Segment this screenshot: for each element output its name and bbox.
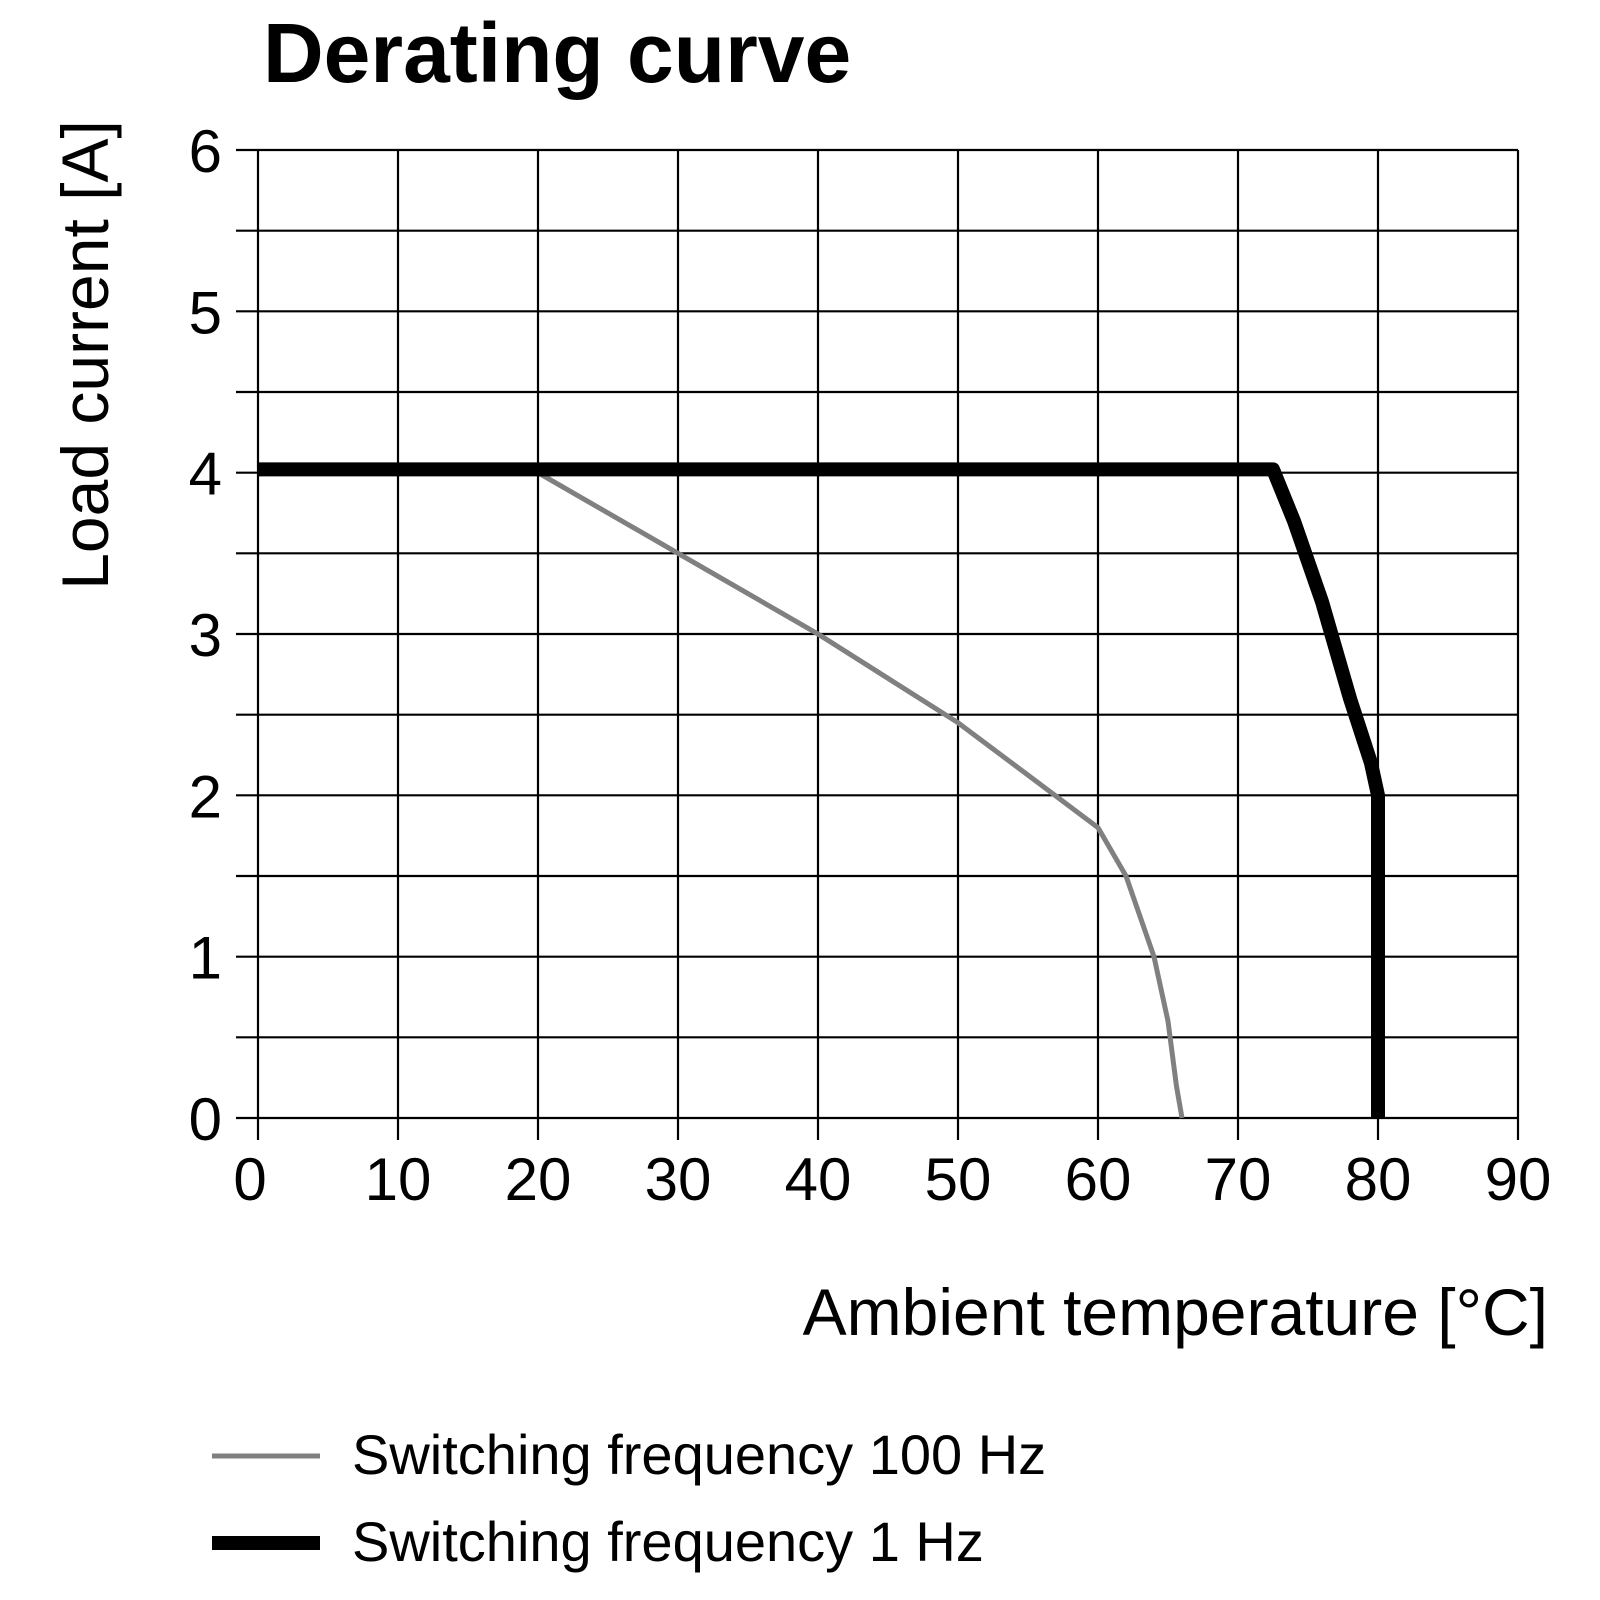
y-tick-label-2: 2 — [189, 763, 222, 830]
legend: Switching frequency 100 Hz Switching freq… — [212, 1423, 1046, 1573]
data-series — [258, 462, 1385, 1119]
y-tick-label-6: 6 — [189, 118, 222, 185]
y-tick-label-4: 4 — [189, 441, 222, 508]
legend-label-0: Switching frequency 100 Hz — [352, 1423, 1046, 1486]
legend-label-1: Switching frequency 1 Hz — [352, 1510, 984, 1573]
series-line-0 — [258, 470, 1185, 1119]
y-axis-label: Load current [A] — [48, 120, 122, 590]
series-line-1 — [258, 462, 1385, 1118]
x-tick-label-1: 10 — [365, 1146, 432, 1213]
x-tick-label-5: 50 — [925, 1146, 992, 1213]
x-axis-label: Ambient temperature [°C] — [803, 1275, 1548, 1349]
y-tick-label-0: 0 — [189, 1086, 222, 1153]
x-tick-label-0: 0 — [233, 1146, 266, 1213]
x-tick-label-4: 40 — [785, 1146, 852, 1213]
x-axis-ticks: 0 10 20 30 40 50 60 70 80 90 — [233, 1118, 1551, 1213]
chart-title: Derating curve — [263, 6, 851, 100]
y-tick-label-3: 3 — [189, 602, 222, 669]
y-tick-label-5: 5 — [189, 279, 222, 346]
x-tick-label-2: 20 — [505, 1146, 572, 1213]
x-tick-label-8: 80 — [1345, 1146, 1412, 1213]
x-tick-label-7: 70 — [1205, 1146, 1272, 1213]
y-axis-ticks: 0 1 2 3 4 5 6 — [189, 118, 222, 1153]
x-tick-label-9: 90 — [1485, 1146, 1552, 1213]
y-tick-label-1: 1 — [189, 925, 222, 992]
x-tick-label-3: 30 — [645, 1146, 712, 1213]
x-tick-label-6: 60 — [1065, 1146, 1132, 1213]
plot-grid — [236, 148, 1520, 1120]
